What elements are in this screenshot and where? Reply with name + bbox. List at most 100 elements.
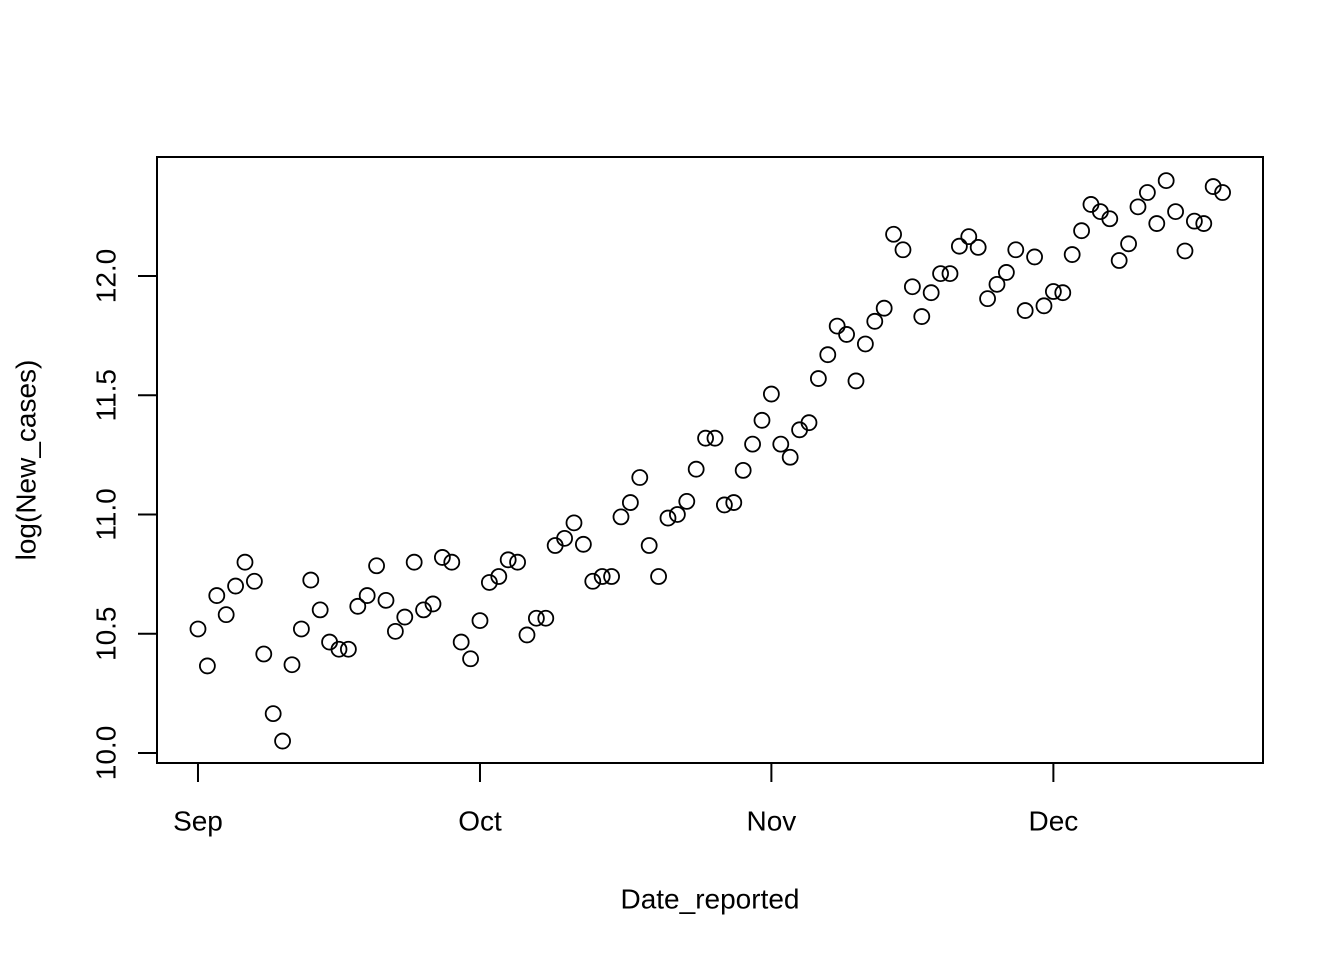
point xyxy=(593,568,611,585)
point xyxy=(245,572,263,590)
point xyxy=(612,508,630,526)
point xyxy=(809,370,827,387)
x-tick-label: Nov xyxy=(746,805,796,836)
point xyxy=(556,529,573,547)
point xyxy=(189,620,207,638)
point xyxy=(1195,215,1213,232)
point xyxy=(621,494,639,511)
x-tick-label: Dec xyxy=(1028,805,1078,836)
point xyxy=(1148,215,1166,232)
point xyxy=(349,597,367,615)
point xyxy=(828,317,846,335)
point xyxy=(584,572,602,590)
point xyxy=(856,335,874,353)
point xyxy=(499,551,517,569)
point xyxy=(819,346,837,364)
point xyxy=(433,549,451,566)
point xyxy=(706,429,724,447)
point xyxy=(734,461,752,479)
point xyxy=(330,640,348,658)
point xyxy=(687,460,705,478)
point xyxy=(838,326,855,343)
point xyxy=(377,591,395,609)
point xyxy=(781,448,799,466)
y-tick-label: 11.0 xyxy=(90,488,121,540)
y-tick-label: 12.0 xyxy=(90,249,121,304)
point xyxy=(875,299,893,317)
point xyxy=(715,496,733,514)
point xyxy=(744,435,761,453)
point xyxy=(471,612,489,630)
point xyxy=(678,492,696,510)
point xyxy=(208,587,226,604)
x-axis-label: Date_reported xyxy=(620,883,799,914)
point xyxy=(941,265,959,283)
point xyxy=(668,506,686,523)
point xyxy=(574,535,592,553)
point xyxy=(527,609,545,627)
x-tick-label: Sep xyxy=(173,805,223,836)
point xyxy=(311,601,329,619)
point xyxy=(1007,241,1025,259)
point xyxy=(490,568,508,585)
point xyxy=(537,609,555,627)
point xyxy=(1044,283,1062,300)
point xyxy=(1101,210,1119,228)
point xyxy=(302,571,320,589)
point xyxy=(1054,284,1072,302)
point xyxy=(198,657,216,675)
point xyxy=(762,385,780,403)
point xyxy=(424,595,442,613)
point xyxy=(339,640,357,658)
point xyxy=(772,435,790,453)
point xyxy=(650,568,667,585)
point xyxy=(415,601,432,619)
point xyxy=(1214,184,1231,201)
point xyxy=(1016,302,1034,319)
point xyxy=(236,553,254,571)
point xyxy=(1120,235,1137,253)
point xyxy=(480,574,498,591)
point xyxy=(603,568,620,585)
point xyxy=(227,577,244,595)
point xyxy=(894,241,912,259)
point xyxy=(1129,198,1147,216)
point xyxy=(1035,297,1053,315)
point xyxy=(509,553,526,571)
point xyxy=(452,633,470,651)
point xyxy=(274,732,291,750)
point xyxy=(866,312,884,330)
point xyxy=(292,620,310,638)
point xyxy=(659,509,677,527)
point xyxy=(518,626,536,644)
point xyxy=(396,608,414,626)
point xyxy=(1026,248,1043,266)
point xyxy=(903,278,921,296)
point xyxy=(565,514,583,532)
point xyxy=(368,557,385,575)
point xyxy=(800,414,818,432)
x-tick-label: Oct xyxy=(458,805,502,836)
point xyxy=(753,411,771,429)
y-axis-label: log(New_cases) xyxy=(10,360,41,561)
point xyxy=(960,228,978,246)
point xyxy=(847,372,865,390)
point xyxy=(1185,212,1203,230)
point xyxy=(969,238,987,256)
y-tick-label: 10.5 xyxy=(90,606,121,661)
point xyxy=(358,587,376,604)
point xyxy=(725,494,743,511)
point xyxy=(697,429,714,447)
point xyxy=(1138,184,1156,201)
point xyxy=(913,308,931,325)
y-tick-label: 10.0 xyxy=(90,726,121,781)
point xyxy=(950,237,968,255)
point xyxy=(1167,203,1184,221)
point xyxy=(922,284,940,302)
point xyxy=(885,225,902,243)
point xyxy=(1176,242,1194,260)
point xyxy=(462,650,479,668)
point xyxy=(932,265,949,283)
y-tick-label: 11.5 xyxy=(90,369,121,421)
